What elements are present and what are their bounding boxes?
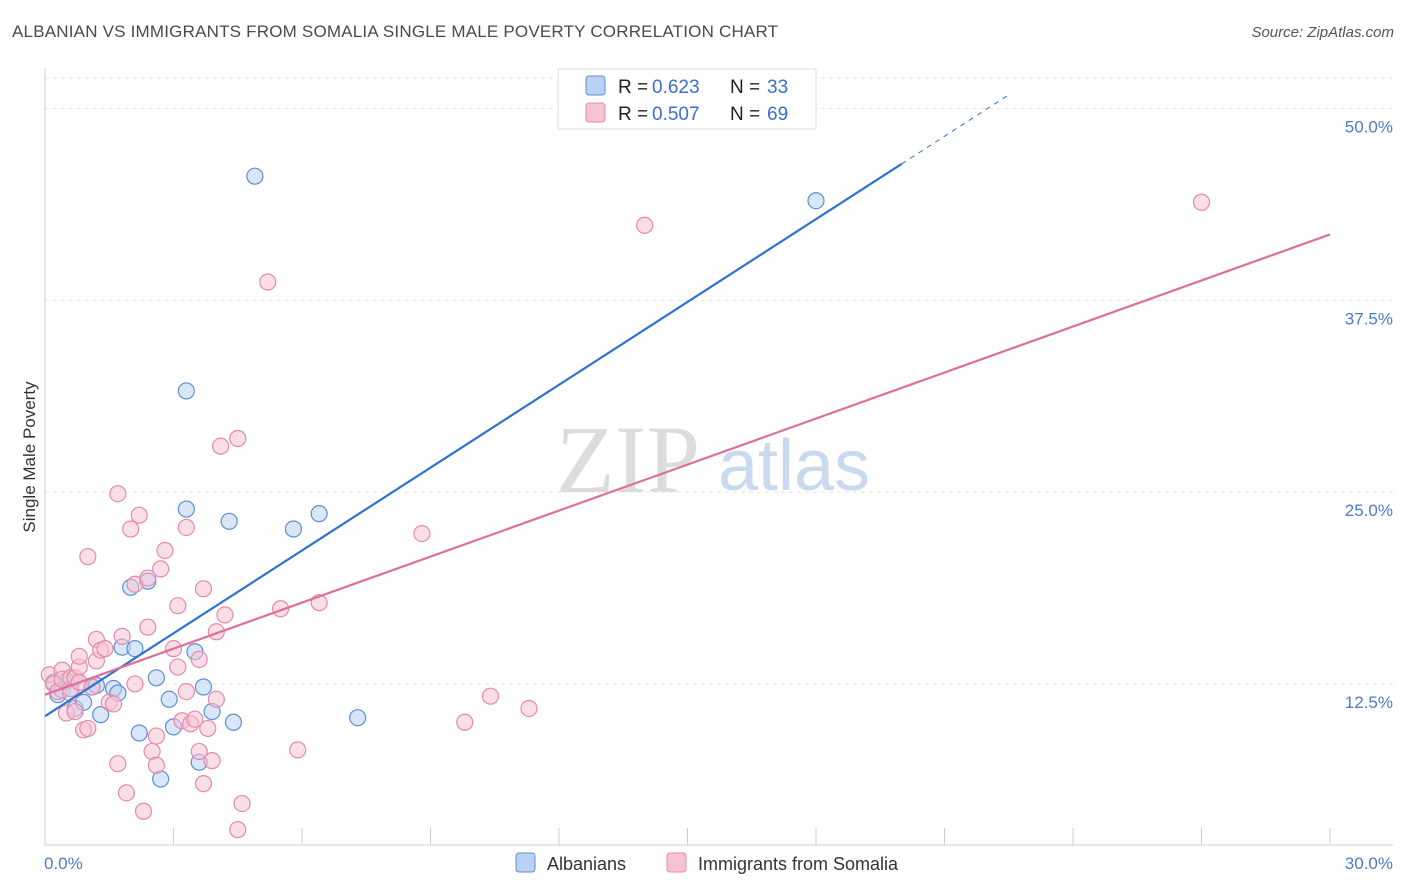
point-somalia-55 [212,437,230,455]
point-albanians-15 [130,724,148,742]
point-somalia-57 [229,429,247,448]
y-axis-label: Single Male Poverty [20,381,39,533]
point-somalia-60 [259,273,277,291]
point-somalia-35 [147,756,165,774]
y-tick-label-0: 12.5% [1345,693,1393,712]
point-albanians-30 [284,520,303,538]
point-albanians-9 [92,706,110,724]
point-albanians-27 [220,512,238,530]
point-somalia-33 [139,618,157,636]
legend-n-label-somalia: N = [730,104,760,125]
trend-line-albanians [44,162,903,718]
y-tick-label-3: 50.0% [1345,118,1393,137]
legend-n-value-albanians: 33 [767,77,788,98]
legend-r-label-albanians: R = [618,77,648,98]
point-somalia-31 [134,802,153,820]
trend-lines [44,94,1331,718]
x-tick-label-0: 0.0% [44,854,83,873]
point-albanians-29 [246,167,264,185]
bottom-legend-albanians: Albanians [547,854,626,874]
point-albanians-25 [194,678,213,696]
point-somalia-65 [456,713,474,731]
point-albanians-31 [310,505,328,523]
point-somalia-38 [156,541,174,560]
point-albanians-19 [160,690,178,708]
legend-r-label-somalia: R = [618,104,648,125]
point-somalia-22 [104,695,123,713]
bottom-legend-swatch-somalia [666,852,687,873]
point-somalia-68 [636,216,654,234]
tick-labels: 12.5% 25.0% 37.5% 50.0% 0.0% 30.0% [44,118,1393,873]
point-somalia-48 [190,742,208,761]
y-tick-label-1: 25.0% [1345,501,1393,520]
y-tick-label-2: 37.5% [1345,309,1393,328]
point-somalia-66 [481,687,500,705]
x-tick-label-1: 30.0% [1345,854,1393,873]
point-somalia-58 [229,821,247,839]
legend-swatch-somalia [585,102,606,123]
point-somalia-26 [117,784,135,802]
point-somalia-40 [169,658,187,676]
watermark-atlas: atlas [718,426,870,506]
legend-swatch-albanians [585,75,606,96]
bottom-legend: Albanians Immigrants from Somalia [515,852,899,874]
point-somalia-47 [190,650,208,668]
point-somalia-24 [109,755,127,773]
point-somalia-62 [289,741,307,759]
point-albanians-33 [807,192,825,210]
grid-lines [45,77,1393,685]
point-somalia-44 [177,682,195,701]
point-somalia-64 [413,524,431,543]
point-somalia-46 [186,710,204,728]
point-somalia-25 [113,627,131,645]
point-albanians-28 [224,713,243,731]
bottom-legend-swatch-albanians [515,852,536,873]
point-somalia-11 [70,647,88,665]
point-albanians-22 [177,382,195,400]
point-somalia-30 [130,506,148,524]
point-somalia-36 [147,727,165,745]
point-somalia-27 [122,520,140,538]
trend-line-somalia [44,233,1331,696]
legend-r-value-somalia: 0.507 [652,104,700,125]
bottom-legend-somalia: Immigrants from Somalia [698,854,899,874]
point-somalia-67 [520,699,538,718]
trend-line-extension-albanians [901,94,1010,165]
point-somalia-52 [203,752,221,770]
point-somalia-23 [109,485,127,503]
point-albanians-21 [177,500,195,518]
point-somalia-51 [199,719,217,738]
chart-title: ALBANIAN VS IMMIGRANTS FROM SOMALIA SING… [12,22,779,41]
point-somalia-37 [152,560,170,578]
point-albanians-17 [147,669,165,687]
point-somalia-14 [79,719,97,738]
point-somalia-32 [139,569,157,587]
legend-n-label-albanians: N = [730,77,760,98]
data-points [40,167,1211,839]
point-somalia-20 [96,640,114,658]
point-somalia-43 [177,518,195,537]
point-somalia-56 [216,606,234,624]
point-somalia-49 [194,580,213,598]
point-somalia-41 [169,597,187,615]
watermark-zip: ZIP [556,406,700,513]
watermark: ZIP atlas [556,406,870,513]
point-albanians-14 [126,640,144,658]
point-somalia-29 [126,675,144,693]
point-somalia-54 [207,690,225,708]
legend-n-value-somalia: 69 [767,104,788,125]
point-somalia-59 [233,794,251,813]
point-somalia-69 [1192,193,1211,211]
legend: R = 0.623 N = 33 R = 0.507 N = 69 [557,68,817,130]
point-albanians-32 [349,709,367,727]
source-label: Source: ZipAtlas.com [1251,24,1394,41]
point-somalia-8 [66,702,84,721]
point-somalia-15 [79,548,97,566]
legend-r-value-albanians: 0.623 [652,77,700,98]
point-somalia-50 [194,775,213,793]
